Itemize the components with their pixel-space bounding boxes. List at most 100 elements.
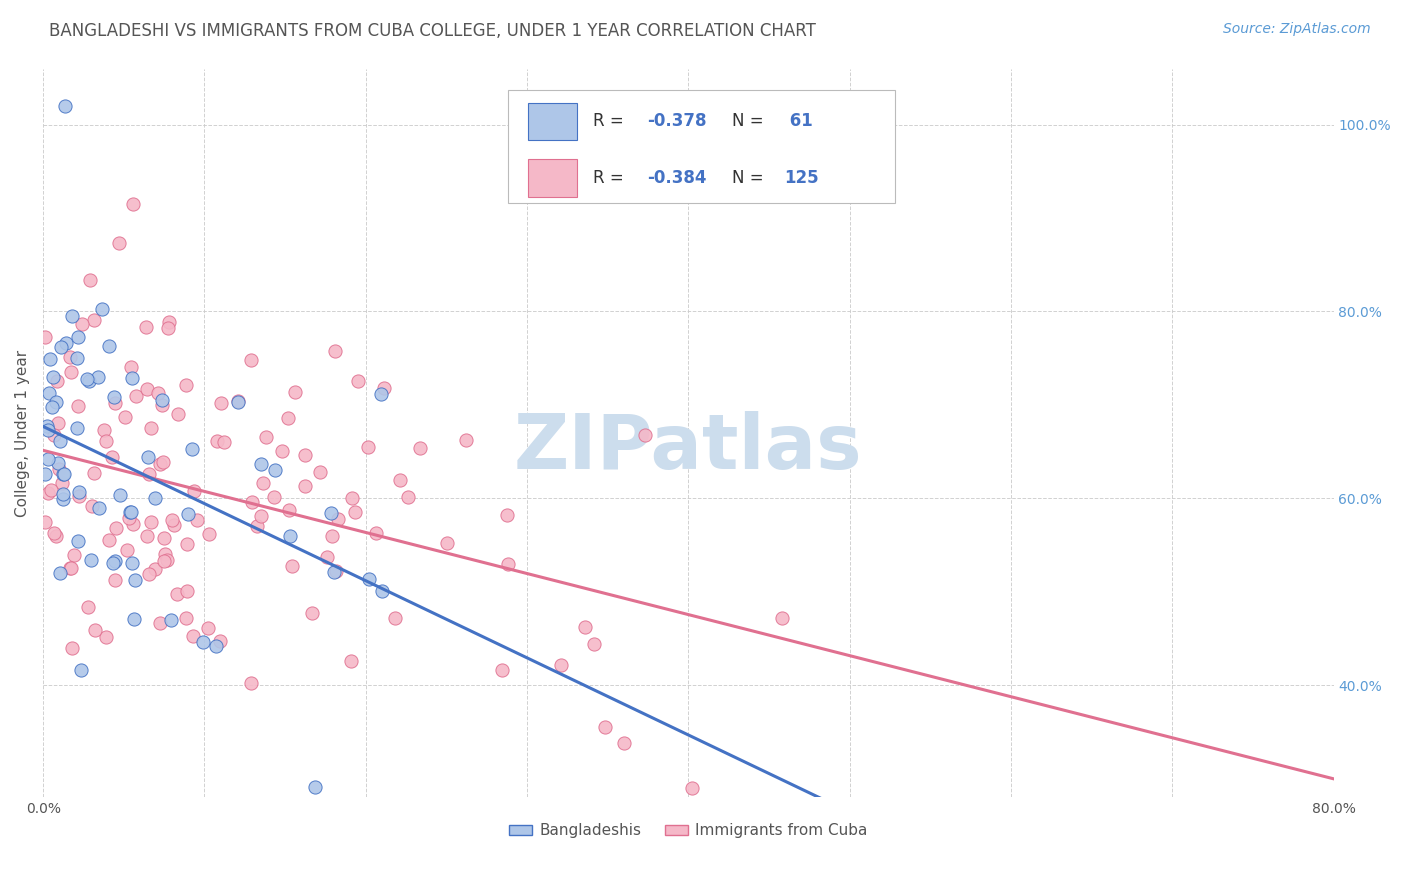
Point [42, 369, 65, 384]
Point [52, 467, 75, 482]
Point [70, 663, 93, 677]
Point [150, 392, 173, 407]
Point [371, 584, 394, 599]
Point [174, 378, 197, 392]
Point [491, 663, 513, 677]
FancyBboxPatch shape [529, 159, 578, 197]
Point [122, 197, 145, 211]
Point [294, 479, 316, 493]
Point [83, 466, 105, 480]
Point [143, 562, 166, 576]
Point [176, 507, 198, 521]
Point [53, 99, 76, 113]
Point [634, 427, 657, 442]
Point [582, 637, 605, 651]
Point [98, 533, 121, 547]
FancyBboxPatch shape [508, 90, 894, 203]
Point [63, 548, 86, 562]
Point [264, 463, 287, 477]
Point [139, 421, 162, 435]
Point [135, 320, 157, 334]
Point [681, 781, 703, 796]
Point [59, 350, 82, 364]
Point [138, 467, 160, 481]
Point [82, 499, 104, 513]
Point [191, 635, 214, 649]
Text: -0.378: -0.378 [647, 112, 707, 130]
Point [550, 657, 572, 672]
Point [138, 566, 160, 581]
Point [496, 508, 519, 522]
Point [240, 353, 263, 368]
Point [176, 611, 198, 625]
Point [120, 505, 142, 519]
Point [120, 360, 142, 375]
Point [239, 675, 262, 690]
Point [67, 534, 90, 549]
Point [37, 486, 59, 500]
Point [122, 612, 145, 626]
Point [59, 365, 82, 379]
Point [53, 467, 76, 481]
Point [344, 505, 367, 519]
Point [340, 654, 363, 668]
Point [159, 613, 181, 627]
Point [37, 423, 59, 437]
Text: ZIPatlas: ZIPatlas [515, 410, 863, 484]
Point [118, 510, 141, 524]
Point [121, 516, 143, 531]
Point [304, 780, 326, 794]
Point [163, 517, 186, 532]
Point [93, 423, 115, 437]
Text: N =: N = [733, 169, 769, 187]
Point [176, 537, 198, 551]
Point [186, 512, 208, 526]
Point [46, 456, 69, 470]
Point [205, 640, 228, 654]
Point [91, 302, 114, 317]
Point [152, 455, 174, 469]
Point [46, 416, 69, 430]
Point [103, 391, 125, 405]
Point [197, 526, 219, 541]
Text: N =: N = [733, 112, 769, 130]
Point [183, 484, 205, 499]
Point [149, 458, 172, 472]
Point [121, 556, 143, 570]
Point [150, 398, 173, 412]
Point [41, 400, 63, 414]
Point [325, 565, 347, 579]
Point [612, 736, 634, 750]
Point [319, 506, 342, 520]
Point [166, 407, 188, 421]
Point [48, 462, 70, 476]
Point [156, 552, 179, 566]
Point [114, 410, 136, 425]
Point [52, 491, 75, 506]
Text: Source: ZipAtlas.com: Source: ZipAtlas.com [1223, 22, 1371, 37]
Text: 125: 125 [783, 169, 818, 187]
Point [105, 520, 128, 534]
Point [76, 372, 98, 386]
Point [42, 525, 65, 540]
Point [125, 389, 148, 403]
Point [152, 531, 174, 545]
Point [359, 572, 381, 586]
Point [356, 440, 378, 454]
Point [152, 554, 174, 568]
Point [101, 450, 124, 464]
Point [388, 473, 411, 487]
Point [340, 491, 363, 505]
Point [59, 561, 82, 575]
Point [166, 587, 188, 601]
Point [117, 542, 139, 557]
Point [59, 560, 82, 574]
Point [347, 374, 370, 388]
Point [46, 375, 69, 389]
Point [77, 375, 100, 389]
Point [323, 565, 346, 579]
Point [89, 501, 111, 516]
Point [118, 505, 141, 519]
Point [384, 611, 406, 625]
Point [67, 484, 90, 499]
